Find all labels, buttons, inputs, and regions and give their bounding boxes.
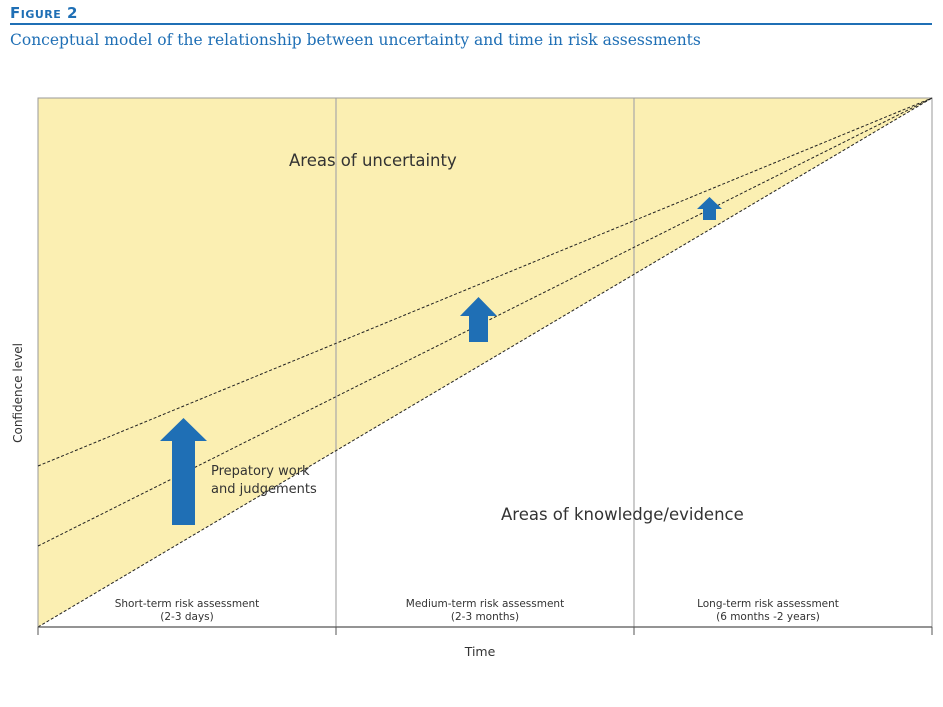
prep-work-label-line1: Prepatory work [211,464,310,479]
small-up-arrow-icon [697,197,722,220]
prep-work-label-line2: and judgements [211,482,317,497]
phase-duration-short: (2-3 days) [160,611,213,623]
x-axis-label: Time [464,644,496,659]
figure-label: Figure 2 [10,4,78,22]
confidence-line-lower [37,97,933,628]
phase-duration-long: (6 months -2 years) [716,611,820,623]
y-axis-label: Confidence level [11,343,25,443]
uncertainty-label: Areas of uncertainty [289,151,457,170]
phase-name-long: Long-term risk assessment [697,598,839,610]
large-up-arrow-icon [160,418,207,525]
figure-title: Conceptual model of the relationship bet… [10,31,701,49]
confidence-line-upper [37,97,933,467]
phase-duration-medium: (2-3 months) [451,611,519,623]
uncertainty-area [38,98,932,627]
medium-up-arrow-icon [460,297,497,342]
header-divider [10,23,932,25]
knowledge-label: Areas of knowledge/evidence [501,505,744,524]
phase-name-short: Short-term risk assessment [115,598,260,610]
phase-name-medium: Medium-term risk assessment [406,598,564,610]
